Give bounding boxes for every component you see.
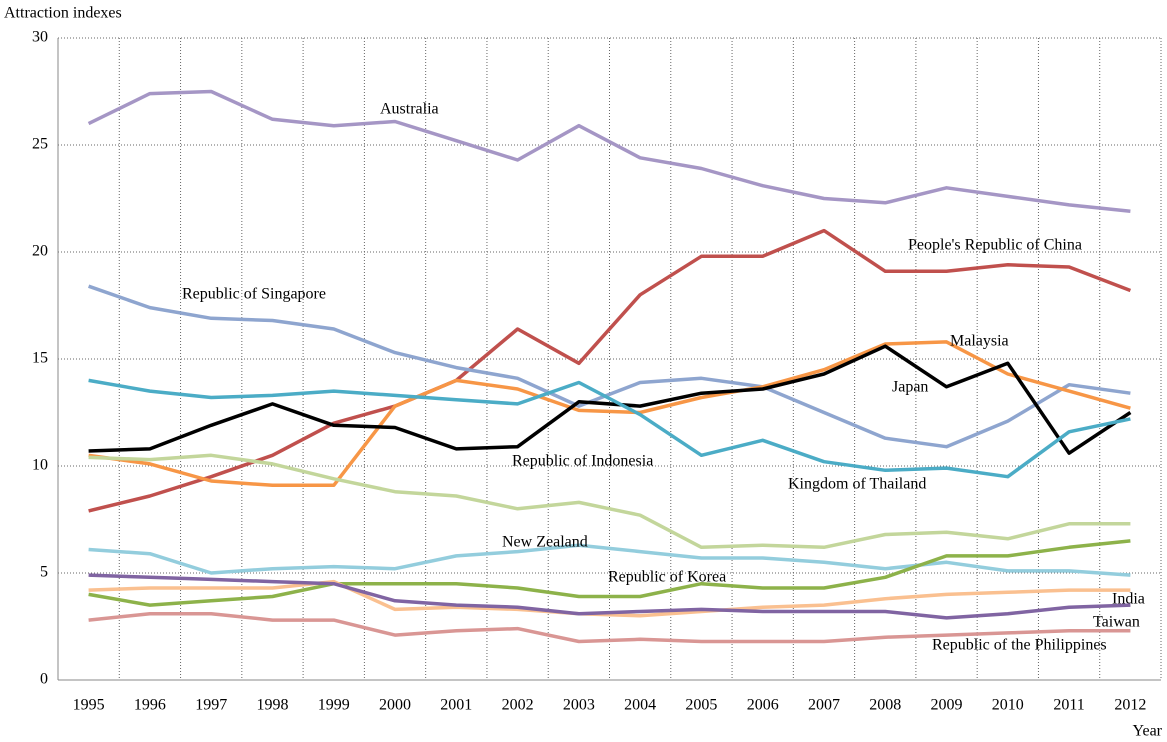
series-line (88, 539, 1131, 607)
y-tick-label: 5 (40, 564, 48, 581)
y-tick-label: 30 (32, 29, 48, 46)
x-tick-label: 2009 (931, 697, 963, 714)
series-line (88, 340, 1131, 488)
x-tick-label: 1998 (256, 697, 288, 714)
x-tick-label: 2010 (992, 697, 1024, 714)
x-tick-label: 2005 (685, 697, 717, 714)
x-tick-label: 2002 (502, 697, 534, 714)
x-tick-label: 2004 (624, 697, 656, 714)
series-line (88, 378, 1131, 479)
y-tick-label: 20 (32, 243, 48, 260)
x-tick-label: 2012 (1114, 697, 1146, 714)
series-label: India (1112, 591, 1145, 608)
series-line (88, 453, 1131, 550)
series-label: Republic of Indonesia (512, 453, 653, 470)
series-label: Republic of Singapore (182, 286, 326, 303)
series-label: Kingdom of Thailand (788, 476, 926, 493)
series-label: New Zealand (502, 534, 588, 551)
x-tick-label: 1995 (73, 697, 105, 714)
series-line (88, 579, 1131, 618)
x-tick-label: 1997 (195, 697, 227, 714)
series-label: Republic of Korea (608, 569, 726, 586)
series-line (88, 611, 1131, 644)
x-axis-label: Year (1133, 723, 1163, 740)
series-line (87, 89, 1131, 214)
y-tick-label: 15 (32, 350, 48, 367)
x-tick-label: 2008 (869, 697, 901, 714)
series-label: Australia (380, 101, 439, 118)
x-tick-label: 2007 (808, 697, 840, 714)
series-line (88, 573, 1131, 620)
series-line (88, 344, 1132, 455)
series-label: Taiwan (1093, 614, 1140, 631)
x-tick-label: 2000 (379, 697, 411, 714)
x-tick-label: 2001 (440, 697, 472, 714)
x-tick-label: 1999 (318, 697, 350, 714)
series-line (88, 543, 1131, 577)
x-tick-label: 2003 (563, 697, 595, 714)
x-tick-label: 2011 (1053, 697, 1084, 714)
series-line (88, 228, 1132, 513)
y-tick-label: 25 (32, 136, 48, 153)
series-label: Japan (892, 379, 928, 396)
y-axis-label: Attraction indexes (4, 5, 122, 22)
series-label: People's Republic of China (908, 237, 1082, 254)
y-tick-label: 0 (40, 671, 48, 688)
series-label: Republic of the Philippines (932, 637, 1107, 654)
series-label: Malaysia (950, 333, 1009, 350)
x-tick-label: 2006 (747, 697, 779, 714)
x-tick-label: 1996 (134, 697, 166, 714)
series-line (88, 284, 1131, 449)
y-tick-label: 10 (32, 457, 48, 474)
